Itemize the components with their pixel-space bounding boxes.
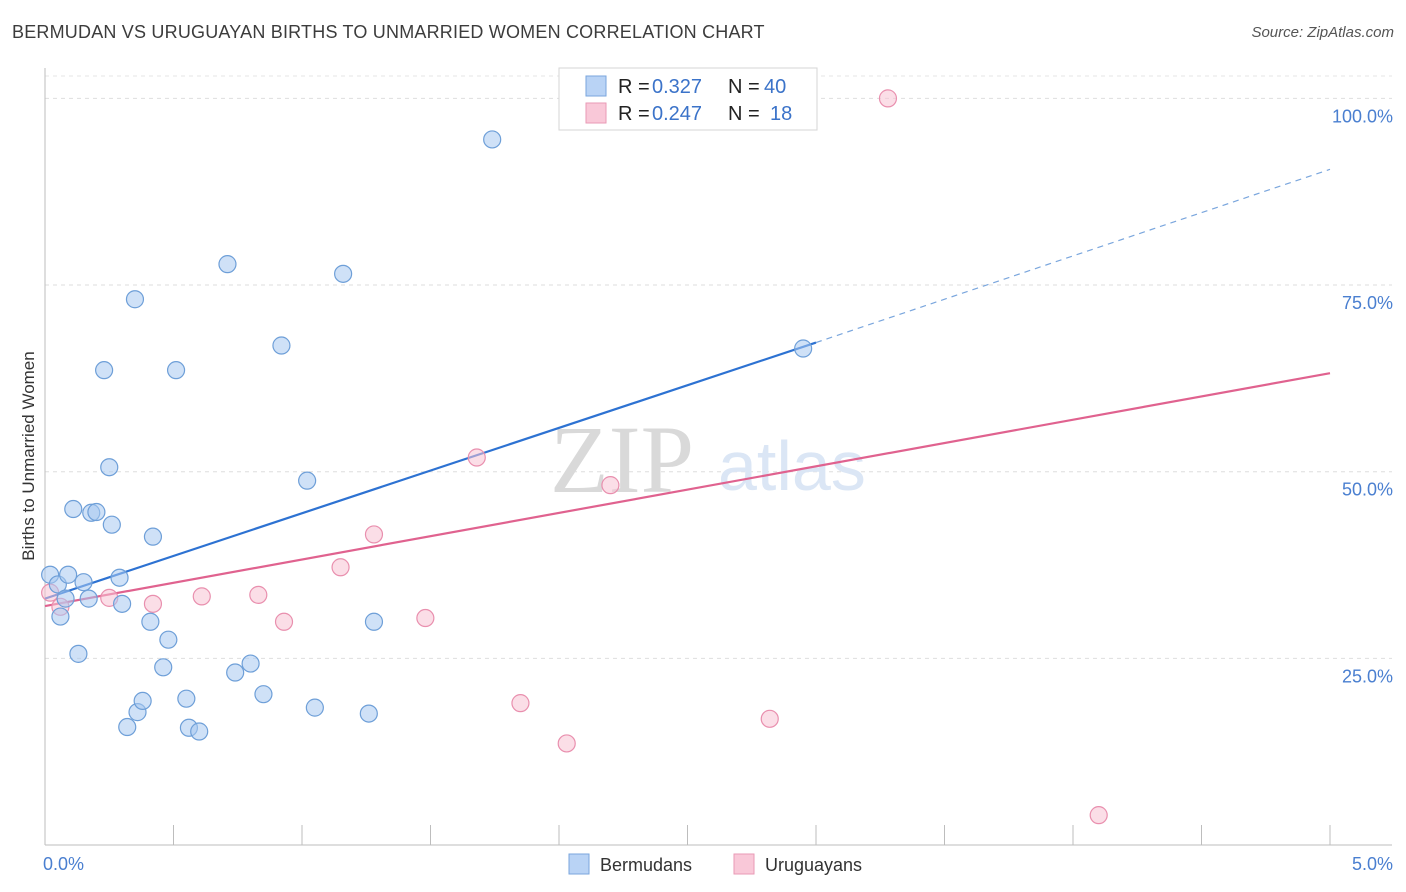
bermudans-point-35	[334, 264, 353, 283]
uruguayans-point-9	[416, 608, 435, 628]
bermudans-point-37	[364, 612, 384, 631]
legend-swatch-uruguayans	[585, 102, 607, 124]
bermudans-point-10	[87, 502, 106, 522]
tick-labels: 25.0% 50.0% 75.0% 100.0% 0.0% 5.0%	[43, 106, 1393, 874]
uruguayans-point-15	[760, 709, 779, 728]
bermudans-point-33	[298, 471, 317, 490]
bermudans-point-20	[141, 612, 160, 631]
uruguayans-point-10	[467, 448, 486, 467]
trend-line-bermudans-extrapolated	[815, 168, 1331, 344]
uruguayans-point-7	[331, 558, 350, 577]
bermudans-point-30	[241, 654, 260, 673]
bermudans-point-14	[110, 568, 129, 587]
bermudans-point-21	[143, 527, 163, 546]
uruguayans-point-16	[878, 89, 898, 108]
x-tick-label-0: 0.0%	[43, 854, 84, 874]
legend-r-label-2: R =	[618, 103, 650, 125]
data-points	[41, 89, 1108, 825]
uruguayans-point-3	[143, 594, 163, 613]
chart-title: BERMUDAN VS URUGUAYAN BIRTHS TO UNMARRIE…	[12, 22, 765, 42]
bermudans-point-8	[79, 589, 98, 608]
bermudans-point-22	[154, 658, 173, 677]
bermudans-point-36	[359, 704, 378, 723]
bermudans-point-29	[226, 663, 245, 682]
bermudans-point-2	[51, 607, 70, 626]
bermudans-point-3	[56, 589, 75, 608]
legend-swatch-bermudans	[585, 75, 607, 97]
uruguayans-point-11	[511, 694, 530, 713]
legend-n-label-1: N =	[728, 76, 760, 98]
bermudans-point-25	[177, 689, 196, 708]
bottom-legend-uruguayans: Uruguayans	[765, 855, 862, 875]
legend-box: R = 0.327 N = 40 R = 0.247 N = 18	[558, 67, 818, 131]
bermudans-point-39	[794, 339, 813, 358]
axes	[44, 68, 1392, 846]
bermudans-point-38	[483, 130, 502, 149]
bermudans-point-11	[95, 361, 114, 380]
uruguayans-point-17	[1089, 806, 1108, 825]
y-tick-label-0: 25.0%	[1342, 666, 1393, 686]
bermudans-point-17	[125, 290, 145, 309]
bottom-legend-swatch-bermudans	[568, 853, 590, 875]
bermudans-point-19	[133, 691, 152, 711]
bermudans-point-27	[190, 722, 209, 741]
legend-r-value-2: 0.247	[652, 103, 702, 125]
legend-n-value-2: 18	[770, 103, 792, 125]
bermudans-point-24	[166, 361, 186, 380]
legend-n-label-2: N =	[728, 103, 760, 125]
trend-lines	[44, 168, 1331, 608]
x-tick-label-1: 5.0%	[1352, 854, 1393, 874]
uruguayans-point-12	[557, 734, 576, 753]
y-tick-label-3: 100.0%	[1332, 106, 1393, 126]
watermark-zip: ZIP	[550, 406, 694, 513]
uruguayans-point-6	[274, 612, 294, 631]
uruguayans-point-4	[192, 587, 211, 606]
bermudans-point-7	[74, 573, 93, 592]
bermudans-point-28	[218, 255, 237, 274]
legend-n-value-1: 40	[764, 76, 786, 98]
y-tick-label-2: 75.0%	[1342, 293, 1393, 313]
bermudans-point-12	[100, 458, 119, 477]
bermudans-point-5	[64, 499, 83, 519]
y-axis-label: Births to Unmarried Women	[19, 351, 38, 560]
bermudans-point-16	[118, 717, 137, 737]
bermudans-point-23	[159, 630, 178, 649]
y-tick-label-1: 50.0%	[1342, 480, 1393, 500]
bermudans-point-4	[59, 565, 78, 584]
bottom-legend-bermudans: Bermudans	[600, 855, 692, 875]
bermudans-point-32	[272, 336, 291, 355]
bottom-legend: Bermudans Uruguayans	[568, 853, 862, 875]
legend-r-label-1: R =	[618, 76, 650, 98]
bermudans-point-6	[69, 644, 88, 663]
grid	[45, 75, 1392, 659]
bottom-legend-swatch-uruguayans	[733, 853, 755, 875]
watermark-atlas: atlas	[718, 427, 866, 505]
uruguayans-point-13	[601, 476, 620, 495]
bermudans-point-31	[254, 685, 273, 704]
uruguayans-point-5	[249, 585, 268, 604]
trend-line-bermudans	[44, 341, 817, 600]
uruguayans-point-8	[364, 525, 384, 544]
bermudans-point-34	[305, 698, 324, 717]
bermudans-point-15	[112, 594, 132, 613]
trend-line-uruguayans	[44, 372, 1331, 608]
source-label: Source: ZipAtlas.com	[1251, 24, 1394, 41]
legend-r-value-1: 0.327	[652, 76, 702, 98]
bermudans-point-13	[102, 515, 121, 534]
